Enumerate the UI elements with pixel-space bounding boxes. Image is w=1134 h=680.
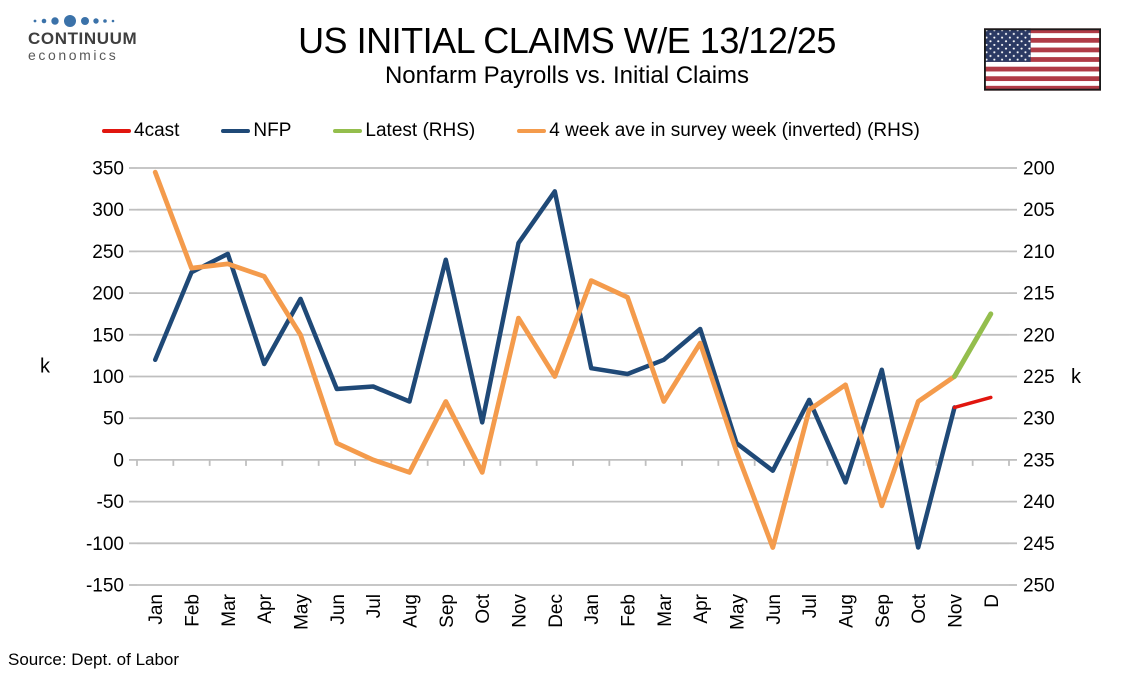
- right-axis-tick-label: 240: [1023, 492, 1055, 513]
- left-axis-tick-label: 250: [92, 242, 124, 263]
- legend-item-nfp: NFP: [221, 120, 291, 142]
- right-axis-tick-label: 235: [1023, 450, 1055, 471]
- x-axis-month-label: Jul: [800, 594, 821, 618]
- series-line-nfp: [152, 189, 957, 550]
- x-axis-month-label: Oct: [473, 593, 494, 623]
- left-axis-unit-label: k: [40, 356, 51, 378]
- legend-label-4cast: 4cast: [134, 120, 180, 141]
- right-axis-tick-label: 215: [1023, 284, 1055, 305]
- x-axis-month-label: Jun: [328, 594, 349, 625]
- x-axis-month-label: Nov: [946, 594, 967, 628]
- left-axis-tick-label: 50: [103, 409, 124, 430]
- left-axis-tick-label: -150: [86, 576, 124, 597]
- x-axis-month-label: Nov: [510, 594, 531, 628]
- legend-item-4-week-ave-in-survey-week-inverted-rhs: 4 week ave in survey week (inverted) (RH…: [517, 120, 920, 142]
- left-axis-tick-label: 200: [92, 284, 124, 305]
- continuum-logo: CONTINUUM economics: [28, 12, 158, 63]
- legend-item-latest-rhs: Latest (RHS): [333, 120, 475, 142]
- x-axis-month-label: Feb: [183, 594, 204, 627]
- left-axis-tick-label: -50: [97, 492, 124, 513]
- legend-item-4cast: 4cast: [102, 120, 179, 142]
- x-axis-month-label: May: [292, 594, 313, 630]
- right-axis-tick-label: 205: [1023, 200, 1055, 221]
- left-axis-tick-label: 150: [92, 325, 124, 346]
- x-axis-month-label: Mar: [655, 593, 676, 626]
- x-axis-month-label: Sep: [437, 594, 458, 628]
- left-axis-tick-label: 0: [113, 450, 124, 471]
- right-axis-tick-label: 220: [1023, 325, 1055, 346]
- x-axis-month-label: Mar: [219, 593, 240, 626]
- legend-swatch-4-week-ave-in-survey-week-inverted-rhs: [517, 128, 547, 134]
- x-axis-month-label: May: [728, 594, 749, 630]
- series-line-4-week-ave-in-survey-week-inverted-rhs: [152, 169, 957, 550]
- right-axis-tick-label: 210: [1023, 242, 1055, 263]
- left-axis-tick-label: 100: [92, 367, 124, 388]
- x-axis-month-label: Sep: [873, 594, 894, 628]
- left-axis-tick-label: 300: [92, 200, 124, 221]
- chart-legend: 4cast NFP Latest (RHS) 4 week ave in survey…: [102, 120, 920, 142]
- legend-label-nfp: NFP: [253, 120, 292, 141]
- right-axis-tick-label: 200: [1023, 159, 1055, 180]
- logo-text-continuum: CONTINUUM: [28, 29, 138, 48]
- x-axis-month-label: Jun: [764, 594, 785, 625]
- series-line-4cast: [952, 395, 993, 410]
- x-axis-month-label: Dec: [546, 594, 567, 628]
- x-axis-month-label: Aug: [401, 594, 422, 628]
- legend-label-4-week-ave-in-survey-week-inverted-rhs: 4 week ave in survey week (inverted) (RH…: [549, 120, 920, 141]
- x-axis-month-label: D: [982, 594, 1003, 608]
- x-axis-month-label: Jan: [582, 594, 603, 625]
- right-axis-tick-label: 225: [1023, 367, 1055, 388]
- legend-swatch-4cast: [102, 128, 131, 134]
- right-axis-tick-label: 230: [1023, 409, 1055, 430]
- us-flag-icon: [984, 28, 1101, 91]
- right-axis-unit-label: k: [1071, 366, 1082, 388]
- x-axis-month-label: Apr: [691, 593, 712, 623]
- source-note: Source: Dept. of Labor: [8, 650, 180, 669]
- logo-text-economics: economics: [28, 46, 119, 63]
- x-axis-month-label: Jan: [146, 594, 167, 625]
- legend-swatch-latest-rhs: [333, 128, 363, 134]
- x-axis-month-label: Oct: [909, 593, 930, 623]
- right-axis-tick-label: 245: [1023, 534, 1055, 555]
- x-axis-month-label: Apr: [255, 593, 276, 623]
- continuum-logo-dots-icon: [33, 15, 115, 27]
- x-axis-month-label: Jul: [364, 594, 385, 618]
- series-line-latest-rhs: [952, 311, 994, 379]
- left-axis-tick-label: 350: [92, 159, 124, 180]
- x-axis-month-label: Feb: [619, 594, 640, 627]
- left-axis-tick-label: -100: [86, 534, 124, 555]
- legend-label-latest-rhs: Latest (RHS): [365, 120, 476, 141]
- right-axis-tick-label: 250: [1023, 576, 1055, 597]
- legend-swatch-nfp: [221, 128, 251, 134]
- x-axis-month-label: Aug: [837, 594, 858, 628]
